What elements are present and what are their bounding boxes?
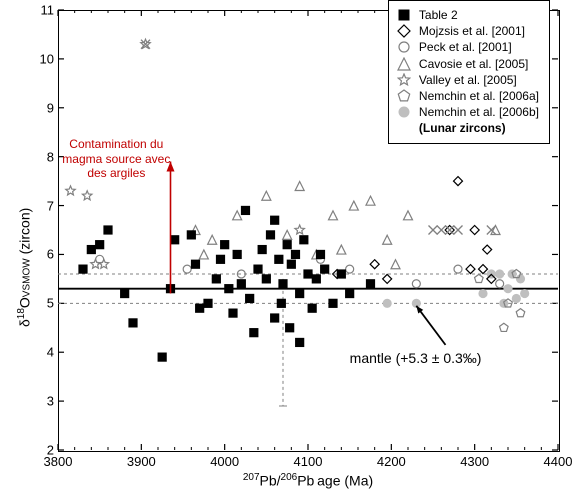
y-tick-label: 7 bbox=[34, 198, 54, 213]
y-tick-label: 10 bbox=[34, 51, 54, 66]
legend-item-cavosie: Cavosie et al. [2005] bbox=[397, 56, 539, 72]
y-tick-label: 9 bbox=[34, 100, 54, 115]
y-tick-label: 3 bbox=[34, 394, 54, 409]
y-tick-label: 6 bbox=[34, 247, 54, 262]
legend-item-mojzsis: Mojzsis et al. [2001] bbox=[397, 23, 539, 39]
contamination-annotation: Contamination dumagma source avecdes arg… bbox=[51, 137, 181, 180]
x-tick-label: 4100 bbox=[294, 454, 323, 469]
y-tick-label: 11 bbox=[34, 3, 54, 18]
legend-item-nemchin_a: Nemchin et al. [2006a] bbox=[397, 88, 539, 104]
legend: Table 2Mojzsis et al. [2001]Peck et al. … bbox=[388, 0, 550, 144]
y-tick-label: 8 bbox=[34, 149, 54, 164]
x-tick-label: 4300 bbox=[460, 454, 489, 469]
y-tick-label: 2 bbox=[34, 443, 54, 458]
y-tick-label: 4 bbox=[34, 345, 54, 360]
chart-container: δ18OVSMOW (zircon) 207Pb/206Pb age (Ma) … bbox=[0, 0, 579, 501]
x-tick-label: 3900 bbox=[127, 454, 156, 469]
y-axis-label: δ18OVSMOW (zircon) bbox=[16, 208, 33, 327]
mantle-label: mantle (+5.3 ± 0.3‰) bbox=[350, 350, 482, 366]
legend-item-valley: Valley et al. [2005] bbox=[397, 72, 539, 88]
legend-item-table2: Table 2 bbox=[397, 7, 539, 23]
legend-item-peck: Peck et al. [2001] bbox=[397, 39, 539, 55]
x-tick-label: 4000 bbox=[210, 454, 239, 469]
x-axis-label: 207Pb/206Pb age (Ma) bbox=[58, 472, 558, 489]
y-tick-label: 5 bbox=[34, 296, 54, 311]
legend-note: (Lunar zircons) bbox=[397, 120, 539, 136]
x-tick-label: 4200 bbox=[377, 454, 406, 469]
legend-item-nemchin_b: Nemchin et al. [2006b] bbox=[397, 104, 539, 120]
x-tick-label: 4400 bbox=[544, 454, 573, 469]
